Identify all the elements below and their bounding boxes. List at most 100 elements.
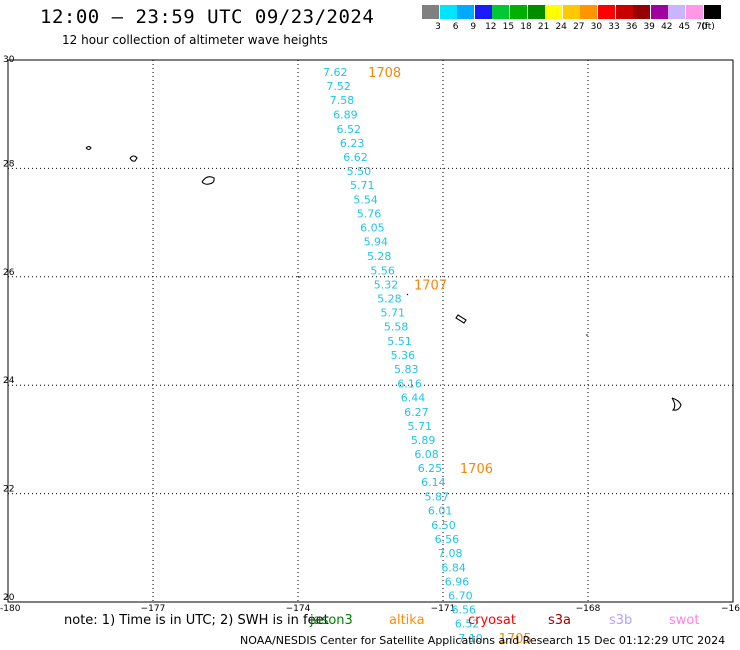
wave-height-label: 6.56 xyxy=(452,604,477,617)
wave-height-label: 6.50 xyxy=(431,519,456,532)
colorbar-swatch xyxy=(633,5,651,19)
colorbar-label: 27 xyxy=(573,22,585,32)
mission-s3b: s3b xyxy=(609,613,633,628)
wave-height-label: 6.08 xyxy=(414,448,439,461)
wave-height-label: 6.14 xyxy=(421,476,446,489)
y-tick-label: 20 xyxy=(3,593,15,603)
mission-s3a: s3a xyxy=(548,613,572,628)
y-tick-label: 30 xyxy=(3,55,15,65)
wave-height-label: 5.28 xyxy=(377,292,402,305)
wave-height-label: 5.83 xyxy=(394,363,419,376)
wave-height-label: 6.52 xyxy=(455,618,480,631)
colorbar-swatch xyxy=(439,5,457,19)
colorbar-swatch xyxy=(580,5,598,19)
wave-height-label: 5.71 xyxy=(350,179,375,192)
wave-height-label: 6.27 xyxy=(404,406,429,419)
x-tick-label: −16 xyxy=(721,604,740,614)
wave-height-label: 6.84 xyxy=(441,561,466,574)
colorbar-swatch xyxy=(703,5,721,19)
wave-height-label: 7.10 xyxy=(458,632,483,645)
wave-height-label: 5.76 xyxy=(357,207,382,220)
colorbar-swatch xyxy=(615,5,633,19)
page-subtitle: 12 hour collection of altimeter wave hei… xyxy=(62,33,328,47)
colorbar-label: 30 xyxy=(590,22,603,32)
pass-time-label: 1708 xyxy=(368,66,401,81)
wave-height-label: 7.08 xyxy=(438,547,463,560)
colorbar-label: 24 xyxy=(555,22,567,32)
island-outline xyxy=(129,155,138,162)
mission-jason3: jason3 xyxy=(310,613,353,628)
colorbar-label: 12 xyxy=(485,22,497,32)
wave-height-label: 5.94 xyxy=(364,236,389,249)
colorbar-swatch xyxy=(422,5,439,19)
wave-height-label: 5.51 xyxy=(387,335,412,348)
wave-height-label: 7.62 xyxy=(323,66,348,79)
y-tick-label: 24 xyxy=(3,376,15,386)
colorbar-label: 45 xyxy=(678,22,691,32)
x-tick-label: −168 xyxy=(576,604,601,614)
colorbar-label: 15 xyxy=(502,22,515,32)
wave-height-label: 7.58 xyxy=(330,94,355,107)
colorbar-swatch xyxy=(492,5,510,19)
wave-height-label: 6.01 xyxy=(428,504,453,517)
footnote: note: 1) Time is in UTC; 2) SWH is in fe… xyxy=(64,613,329,628)
colorbar-label: 33 xyxy=(608,22,620,32)
mission-altika: altika xyxy=(389,613,425,628)
x-tick-label: −174 xyxy=(286,604,311,614)
x-tick-label: -180 xyxy=(0,604,21,614)
map-frame xyxy=(7,59,734,603)
wave-height-label: 6.96 xyxy=(445,575,470,588)
pass-time-label: 1705 xyxy=(499,632,532,647)
island-outline xyxy=(85,145,92,151)
mission-swot: swot xyxy=(669,613,700,628)
wave-height-label: 5.71 xyxy=(408,420,433,433)
colorbar-swatch xyxy=(545,5,563,19)
colorbar-label: 9 xyxy=(470,22,477,32)
island-outline xyxy=(671,397,682,411)
wave-height-label: 5.36 xyxy=(391,349,416,362)
wave-height-label: 6.23 xyxy=(340,137,365,150)
colorbar-label: 3 xyxy=(435,22,441,32)
colorbar-swatch xyxy=(650,5,668,19)
colorbar-label: 39 xyxy=(643,22,655,32)
credit-line: NOAA/NESDIS Center for Satellite Applica… xyxy=(240,634,726,647)
wave-height-label: 6.52 xyxy=(337,123,362,136)
wave-height-label: 6.25 xyxy=(418,462,443,475)
colorbar-label: 36 xyxy=(625,22,638,32)
page-title: 12:00 – 23:59 UTC 09/23/2024 xyxy=(40,6,375,28)
y-tick-label: 26 xyxy=(3,268,15,278)
wave-height-label: 5.54 xyxy=(353,193,378,206)
colorbar-unit: (ft) xyxy=(701,22,715,32)
wave-height-label: 5.58 xyxy=(384,321,409,334)
wave-height-label: 5.87 xyxy=(424,490,449,503)
island-outline xyxy=(201,176,215,185)
colorbar-label: 42 xyxy=(661,22,673,32)
pass-time-label: 1706 xyxy=(460,462,493,477)
wave-height-label: 5.28 xyxy=(367,250,392,263)
wave-height-label: 6.70 xyxy=(448,589,473,602)
mission-cryosat: cryosat xyxy=(468,613,516,628)
wave-height-label: 7.52 xyxy=(326,80,351,93)
colorbar-swatch xyxy=(527,5,545,19)
colorbar-swatch xyxy=(562,5,580,19)
colorbar-label: 18 xyxy=(520,22,532,32)
colorbar-label: 21 xyxy=(537,22,550,32)
colorbar-label: 6 xyxy=(452,22,459,32)
wave-height-label: 6.44 xyxy=(401,392,426,405)
wave-height-label: 5.89 xyxy=(411,434,436,447)
colorbar-swatch xyxy=(510,5,527,19)
colorbar-swatch xyxy=(474,5,492,19)
island-dot xyxy=(298,276,300,278)
wave-height-label: 5.56 xyxy=(370,264,395,277)
y-tick-label: 22 xyxy=(3,485,14,495)
wave-height-label: 6.05 xyxy=(360,221,385,234)
x-tick-label: −177 xyxy=(141,604,166,614)
island-dot xyxy=(586,334,588,336)
y-tick-label: 28 xyxy=(3,159,15,169)
wave-height-label: 6.62 xyxy=(343,151,368,164)
wave-height-label: 6.89 xyxy=(333,109,358,122)
wave-height-label: 5.32 xyxy=(374,278,399,291)
wave-height-label: 5.71 xyxy=(380,307,405,320)
wave-height-label: 5.50 xyxy=(347,165,372,178)
